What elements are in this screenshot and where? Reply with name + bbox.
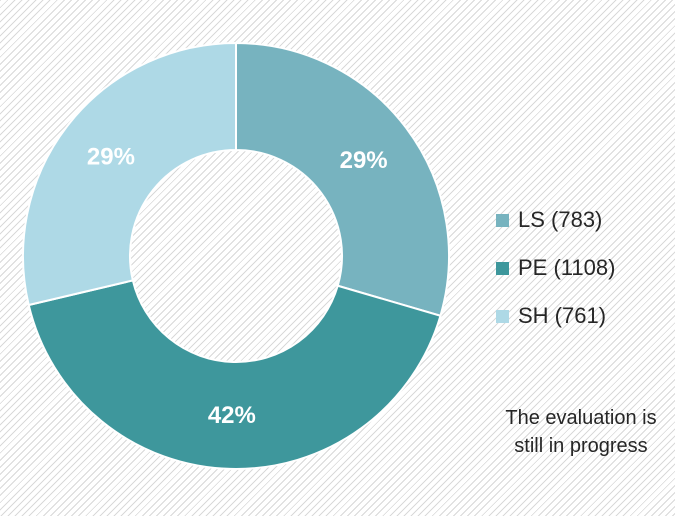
legend: LS (783) PE (1108) SH (761) (496, 196, 615, 340)
labels-layer: 29% 42% 29% (87, 144, 388, 429)
slice-pe (27, 279, 442, 470)
note-line-2: still in progress (514, 435, 648, 457)
legend-swatch-pe (496, 261, 509, 275)
legend-item-pe: PE (1108) (496, 244, 615, 292)
legend-swatch-ls (496, 213, 509, 227)
legend-label-ls: LS (783) (518, 207, 603, 232)
legend-swatch-sh (496, 309, 509, 323)
legend-item-ls: LS (783) (496, 196, 615, 244)
legend-label-sh: SH (761) (518, 303, 607, 328)
slice-label-sh: 29% (87, 144, 135, 171)
slice-ls (235, 41, 450, 317)
slice-label-ls: 29% (340, 147, 388, 174)
legend-item-sh: SH (761) (496, 292, 615, 340)
note-line-1: The evaluation is (505, 407, 657, 429)
slices-layer (22, 41, 450, 470)
evaluation-note: The evaluation is still in progress (490, 404, 672, 460)
legend-label-pe: PE (1108) (518, 255, 616, 280)
slice-label-pe: 42% (208, 402, 256, 429)
slice-sh (22, 41, 237, 307)
